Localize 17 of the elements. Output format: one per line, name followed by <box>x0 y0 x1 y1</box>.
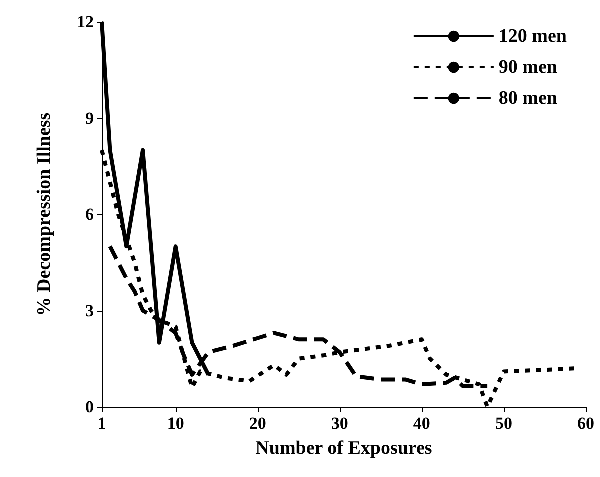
x-tick-label: 10 <box>167 414 184 433</box>
x-tick-label: 1 <box>98 414 106 433</box>
legend-label: 90 men <box>498 57 558 78</box>
y-tick-label: 6 <box>86 205 94 224</box>
legend-label: 120 men <box>498 26 568 47</box>
y-axis-title: % Decompression Illness <box>34 112 55 316</box>
x-tick-label: 60 <box>578 414 594 433</box>
y-tick-label: 9 <box>86 108 94 128</box>
x-tick-label: 30 <box>331 414 348 433</box>
legend-label: 80 men <box>498 88 558 109</box>
x-axis-title: Number of Exposures <box>256 438 432 459</box>
x-tick-label: 40 <box>413 414 430 433</box>
y-tick-label: 12 <box>77 12 94 32</box>
x-tick-label: 20 <box>249 414 266 433</box>
y-tick-label: 0 <box>86 398 94 416</box>
y-tick-label: 3 <box>86 301 94 320</box>
x-tick-label: 50 <box>495 414 512 433</box>
